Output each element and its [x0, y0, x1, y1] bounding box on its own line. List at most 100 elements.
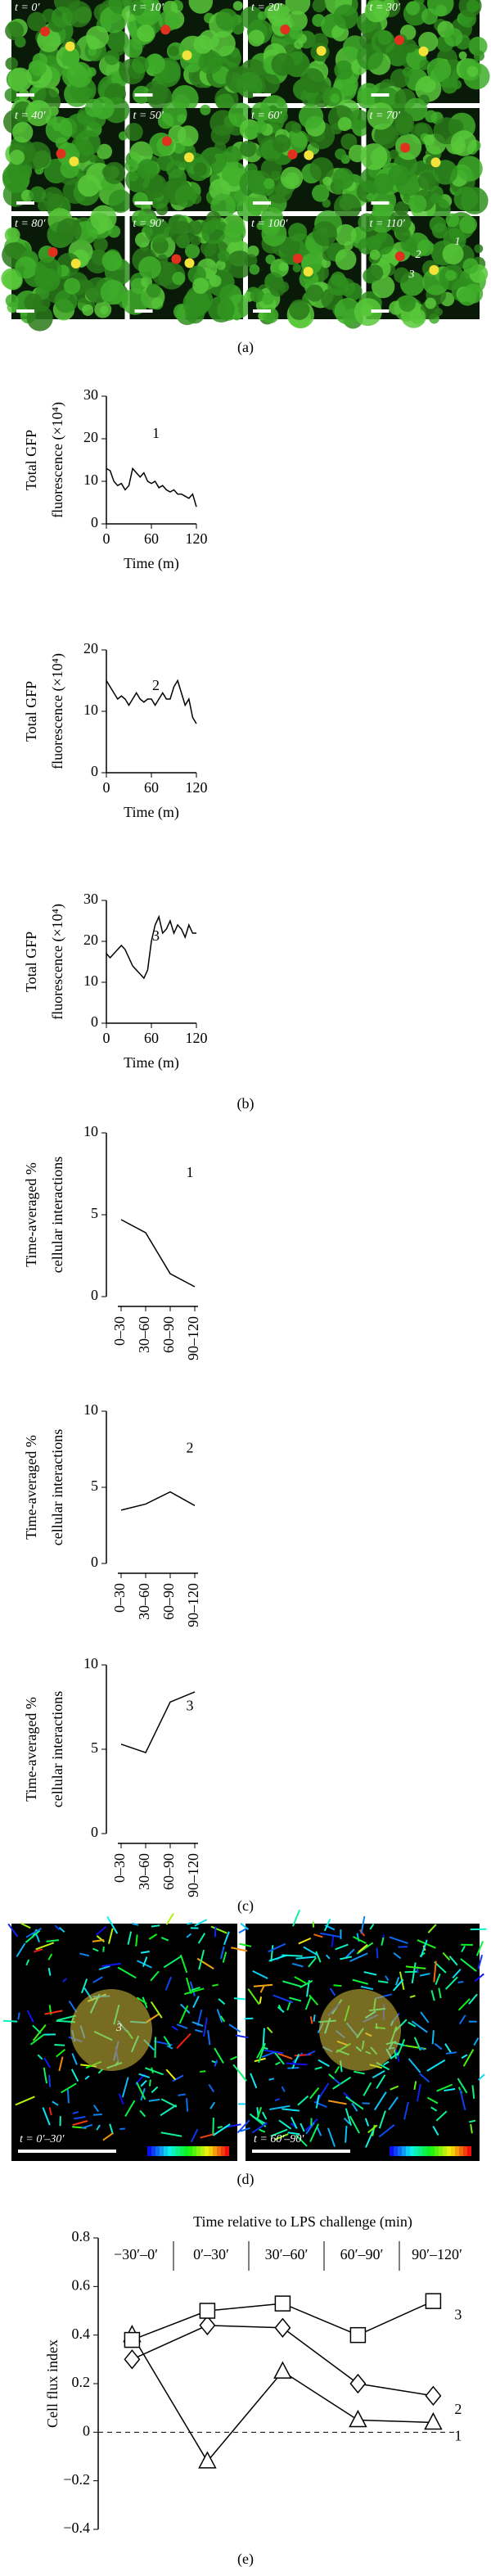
- cell-blob: [409, 309, 426, 325]
- cell-blob: [250, 288, 264, 303]
- x-axis-label: Time (m): [124, 804, 179, 821]
- cell-blob: [442, 243, 464, 265]
- yellow-cell: [430, 157, 441, 168]
- colorbar-step: [455, 2146, 459, 2156]
- cell-blob: [371, 29, 395, 54]
- cell-track: [195, 2028, 203, 2033]
- colorbar-step: [180, 2146, 184, 2156]
- colorbar-step: [418, 2146, 422, 2156]
- cell-track: [139, 2109, 146, 2118]
- cell-track: [179, 1954, 188, 1974]
- cell-track: [160, 2104, 178, 2117]
- cell-track: [214, 2047, 224, 2064]
- cell-track: [462, 2049, 475, 2067]
- cell-blob: [63, 277, 81, 295]
- cell-track: [471, 2085, 475, 2099]
- cell-track: [325, 1954, 331, 1960]
- red-cell: [161, 136, 172, 147]
- x-tick-label: 120: [186, 530, 208, 547]
- cell-track: [165, 1913, 174, 1925]
- cell-track: [318, 2059, 330, 2068]
- cell-track: [381, 1937, 385, 1946]
- cell-track: [35, 1942, 55, 1951]
- cell-track: [308, 1956, 317, 1968]
- cell-blob: [146, 283, 161, 298]
- cell-track: [298, 1937, 312, 1945]
- y-tick-label: −0.2: [63, 2471, 90, 2488]
- y-axis-label: cellular interactions: [49, 1157, 65, 1273]
- cell-track: [164, 1976, 172, 1991]
- cell-track: [261, 2111, 268, 2120]
- cell-blob: [466, 0, 480, 13]
- cell-blob: [459, 215, 477, 234]
- cell-track: [281, 2086, 286, 2092]
- cell-blob: [268, 105, 278, 115]
- cell-track: [136, 1996, 147, 2005]
- y-tick-label: 5: [91, 1739, 98, 1756]
- y-tick-label: 0: [91, 1287, 98, 1303]
- cell-track: [183, 1987, 205, 1996]
- cell-track: [165, 2068, 177, 2081]
- cell-blob: [137, 159, 158, 180]
- cell-track: [430, 1990, 435, 2001]
- red-cell: [394, 34, 404, 45]
- cell-track: [420, 2011, 430, 2023]
- cell-track: [212, 2123, 231, 2136]
- cell-blob: [249, 264, 260, 275]
- cell-track: [212, 1983, 219, 1987]
- colorbar-step: [221, 2146, 225, 2156]
- cell-track: [148, 1933, 158, 1940]
- cell-blob: [157, 112, 174, 129]
- cell-blob: [403, 38, 417, 53]
- cell-track: [297, 2095, 309, 2106]
- cell-track: [435, 2110, 448, 2122]
- cell-blob: [294, 39, 304, 50]
- scale-bar: [371, 201, 390, 205]
- colorbar-step: [430, 2146, 435, 2156]
- cell-track: [290, 2116, 298, 2129]
- cell-track: [262, 2049, 284, 2055]
- cell-blob: [29, 186, 46, 203]
- cell-blob: [97, 143, 113, 160]
- colorbar-step: [402, 2146, 406, 2156]
- cell-track: [377, 1980, 389, 1983]
- micro-frame: t = 90′: [121, 208, 254, 326]
- cell-blob: [354, 298, 382, 327]
- cell-blob: [144, 214, 157, 227]
- cell-blob: [458, 51, 467, 60]
- micro-frame: t = 30′: [357, 0, 490, 113]
- cell-blob: [334, 297, 362, 325]
- cell-track: [405, 1965, 426, 1969]
- cell-track: [207, 2030, 211, 2046]
- frame-time: t = 100′: [251, 218, 288, 230]
- cell-blob: [366, 192, 375, 201]
- cell-blob: [280, 236, 300, 257]
- cell-blob: [208, 295, 235, 323]
- cell-track: [118, 2093, 124, 2105]
- cell-track: [180, 2003, 191, 2014]
- cell-track: [309, 2087, 320, 2100]
- y-tick-label: 0: [91, 1824, 98, 1840]
- scale-bar: [134, 93, 153, 97]
- panel-label: (d): [237, 2171, 255, 2188]
- cell-track: [26, 2010, 34, 2023]
- cell-track: [431, 2030, 435, 2045]
- cell-blob: [291, 122, 302, 133]
- micro-frame: t = 20′: [236, 0, 367, 111]
- marker-square: [124, 2331, 141, 2348]
- frame-time: t = 110′: [370, 218, 406, 230]
- cell-track: [70, 2068, 79, 2082]
- colorbar-step: [459, 2146, 463, 2156]
- micro-frame: t = 60′: [236, 95, 370, 222]
- cell-track: [72, 2120, 88, 2126]
- cell-track: [353, 1936, 367, 1944]
- cell-track: [37, 2054, 43, 2060]
- red-cell: [292, 253, 303, 264]
- cell-track: [363, 2082, 372, 2096]
- cell-track: [409, 1995, 416, 1998]
- cell-blob: [15, 256, 38, 279]
- cell-track: [178, 2093, 186, 2096]
- cell-track: [84, 2075, 90, 2080]
- cell-track: [48, 2107, 52, 2116]
